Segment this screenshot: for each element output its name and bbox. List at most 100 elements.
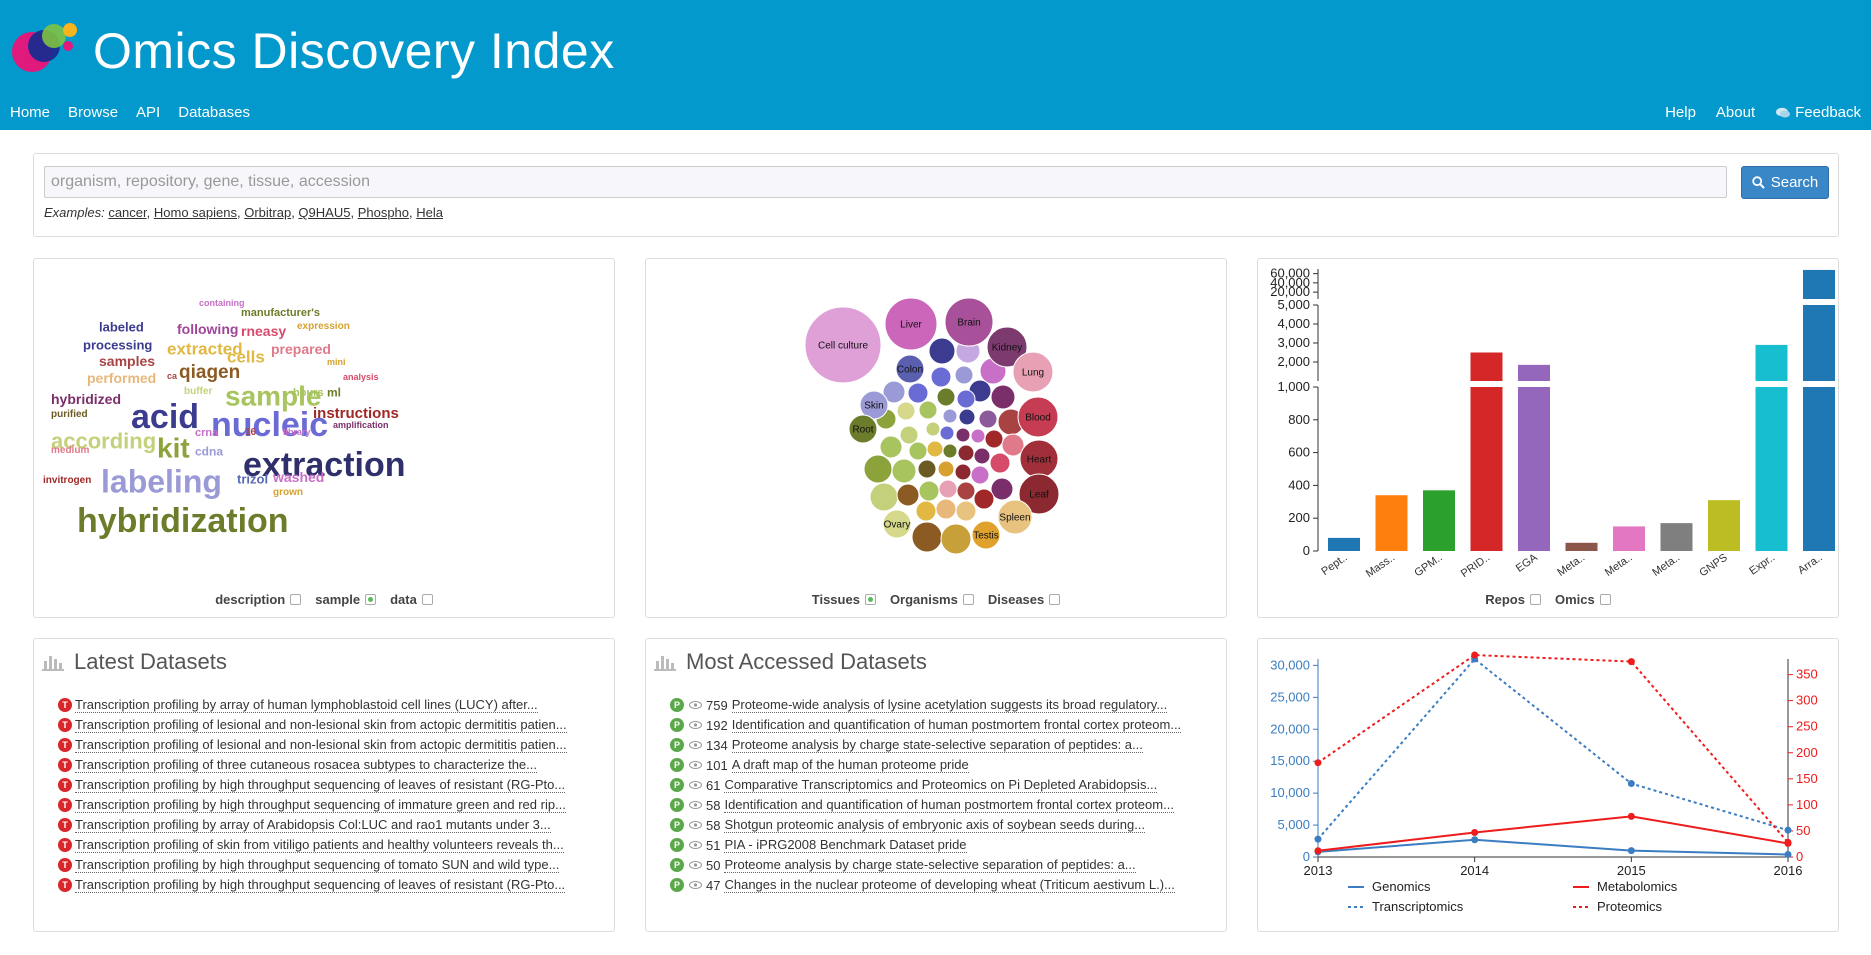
bar[interactable]	[1755, 344, 1788, 381]
series-line[interactable]	[1317, 815, 1789, 852]
dataset-link[interactable]: Transcription profiling of skin from vit…	[75, 837, 564, 853]
nav-about[interactable]: About	[1715, 104, 1756, 121]
data-point[interactable]	[1627, 847, 1635, 855]
word-cloud-word[interactable]: performed	[87, 370, 156, 386]
word-cloud-word[interactable]: manufacturer's	[241, 307, 320, 319]
dataset-link[interactable]: Transcription profiling of lesional and …	[75, 717, 567, 733]
word-cloud-word[interactable]: library	[283, 427, 311, 437]
word-cloud-word[interactable]: extraction	[243, 446, 406, 484]
dataset-link[interactable]: Transcription profiling by high throughp…	[75, 857, 560, 873]
word-cloud-word[interactable]: acid	[131, 398, 199, 436]
search-input[interactable]	[44, 166, 1727, 198]
bubble[interactable]	[970, 465, 990, 485]
bubble[interactable]	[954, 463, 972, 481]
legend-label[interactable]: Proteomics	[1597, 899, 1663, 914]
bar[interactable]	[1803, 305, 1835, 381]
bubble[interactable]	[917, 459, 937, 479]
bubble[interactable]	[1017, 396, 1059, 438]
bubble[interactable]	[848, 414, 878, 444]
bubble[interactable]	[937, 460, 955, 478]
data-point[interactable]	[1784, 826, 1792, 834]
bubble[interactable]	[955, 427, 971, 443]
dataset-link[interactable]: Comparative Transcriptomics and Proteomi…	[724, 777, 1158, 793]
bubble[interactable]	[918, 400, 938, 420]
example-link[interactable]: cancer	[108, 205, 147, 220]
dataset-link[interactable]: Transcription profiling of three cutaneo…	[75, 757, 537, 773]
word-cloud-word[interactable]: hybridization	[77, 502, 289, 540]
bar[interactable]	[1613, 526, 1645, 551]
search-button[interactable]: Search	[1741, 166, 1829, 199]
bar[interactable]	[1660, 523, 1693, 551]
dataset-link[interactable]: Transcription profiling by high throughp…	[75, 877, 566, 893]
checkbox[interactable]	[1049, 594, 1061, 605]
bubble[interactable]	[915, 500, 937, 522]
dataset-link[interactable]: Proteome-wide analysis of lysine acetyla…	[731, 697, 1168, 713]
bubble[interactable]	[879, 435, 903, 459]
dataset-link[interactable]: Transcription profiling by high throughp…	[75, 777, 566, 793]
bubble[interactable]	[869, 482, 899, 512]
bubble[interactable]	[882, 380, 906, 404]
checkbox[interactable]	[290, 594, 302, 605]
bubble[interactable]	[918, 480, 940, 502]
bubble[interactable]	[989, 452, 1011, 474]
word-cloud-word[interactable]: extracted	[167, 340, 243, 359]
word-cloud-word[interactable]: analysis	[343, 372, 379, 382]
word-cloud-word[interactable]: grown	[273, 487, 303, 498]
bar[interactable]	[1423, 490, 1455, 551]
series-line[interactable]	[1317, 838, 1789, 856]
bubble[interactable]	[928, 337, 956, 365]
bubble[interactable]	[895, 354, 925, 384]
bubble[interactable]	[930, 366, 952, 388]
word-cloud-word[interactable]: instructions	[313, 405, 399, 422]
bubble[interactable]	[971, 520, 1001, 550]
word-cloud-word[interactable]: buffer	[184, 386, 212, 397]
checkbox[interactable]	[962, 594, 974, 605]
data-point[interactable]	[1314, 847, 1322, 855]
word-cloud-word[interactable]: nucleic	[211, 406, 328, 444]
toggle-diseases[interactable]: Diseases	[988, 592, 1061, 607]
word-cloud-word[interactable]: labeled	[99, 319, 144, 334]
word-cloud-word[interactable]: sample	[225, 380, 322, 411]
data-point[interactable]	[1784, 850, 1792, 858]
data-point[interactable]	[1314, 835, 1322, 843]
example-link[interactable]: Phospho	[357, 205, 410, 220]
bubble[interactable]	[884, 297, 938, 351]
bubble[interactable]	[908, 441, 928, 461]
bubble[interactable]	[859, 390, 889, 420]
bubble[interactable]	[957, 444, 975, 462]
word-cloud-word[interactable]: containing	[199, 298, 245, 308]
word-cloud-word[interactable]: medium	[51, 445, 89, 456]
series-line[interactable]	[1317, 653, 1789, 844]
checkbox[interactable]	[421, 594, 433, 605]
nav-databases[interactable]: Databases	[178, 104, 250, 121]
bubble[interactable]	[899, 425, 919, 445]
bubble[interactable]	[958, 408, 976, 426]
checkbox[interactable]	[1529, 594, 1541, 605]
example-link[interactable]: Hela	[416, 205, 443, 220]
word-cloud-word[interactable]: processing	[83, 337, 152, 352]
bubble[interactable]	[938, 479, 958, 499]
bubble[interactable]	[942, 408, 958, 424]
word-cloud-word[interactable]: cdna	[195, 445, 223, 459]
data-point[interactable]	[1627, 658, 1635, 666]
bubble[interactable]	[1001, 433, 1025, 457]
bubble[interactable]	[956, 389, 976, 409]
series-line[interactable]	[1317, 657, 1789, 840]
nav-help[interactable]: Help	[1665, 104, 1696, 121]
toggle-description[interactable]: description	[215, 592, 302, 607]
bar[interactable]	[1518, 364, 1550, 381]
bar[interactable]	[1470, 387, 1503, 551]
bar[interactable]	[1755, 387, 1788, 551]
word-cloud-word[interactable]: hours	[293, 387, 324, 399]
toggle-tissues[interactable]: Tissues	[812, 592, 876, 607]
omicsdi-logo-icon[interactable]	[10, 18, 78, 74]
word-cloud-word[interactable]: rneasy	[241, 323, 286, 339]
site-title[interactable]: Omics Discovery Index	[93, 23, 615, 79]
bubble[interactable]	[978, 409, 998, 429]
bubble[interactable]	[970, 428, 986, 444]
word-cloud-word[interactable]: hybridized	[51, 391, 121, 407]
bubble[interactable]	[804, 306, 882, 384]
bubble[interactable]	[1012, 351, 1054, 393]
legend-label[interactable]: Transcriptomics	[1372, 899, 1464, 914]
bar[interactable]	[1375, 495, 1408, 551]
